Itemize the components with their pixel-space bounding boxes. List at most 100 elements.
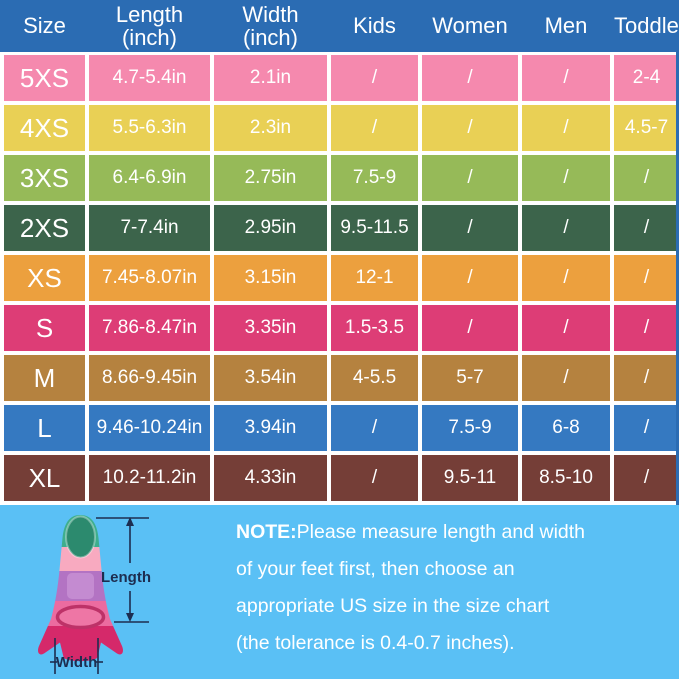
note-section: Length Width NOTE:Please measure length … bbox=[0, 505, 679, 679]
cell-width: 3.94in bbox=[214, 405, 327, 451]
cell-men: / bbox=[522, 355, 610, 401]
cell-size: M bbox=[4, 355, 85, 401]
cell-men: / bbox=[522, 255, 610, 301]
cell-size: 3XS bbox=[4, 155, 85, 201]
fin-band-crimson bbox=[38, 626, 123, 662]
table-row-5xs: 5XS 4.7-5.4in 2.1in / / / 2-4 bbox=[4, 55, 679, 101]
cell-women: 7.5-9 bbox=[422, 405, 518, 451]
fin-foot-opening-rim bbox=[65, 515, 96, 559]
cell-size: XL bbox=[4, 455, 85, 501]
table-row-xl: XL 10.2-11.2in 4.33in / 9.5-11 8.5-10 / bbox=[4, 455, 679, 501]
cell-toddlers: / bbox=[614, 455, 679, 501]
column-header-women: Women bbox=[432, 13, 508, 39]
column-header-size: Size bbox=[23, 13, 66, 39]
cell-men: / bbox=[522, 305, 610, 351]
cell-kids: 12-1 bbox=[331, 255, 418, 301]
table-row-s: S 7.86-8.47in 3.35in 1.5-3.5 / / / bbox=[4, 305, 679, 351]
cell-women: / bbox=[422, 305, 518, 351]
table-row-xs: XS 7.45-8.07in 3.15in 12-1 / / / bbox=[4, 255, 679, 301]
table-right-border bbox=[676, 52, 679, 505]
cell-toddlers: 4.5-7 bbox=[614, 105, 679, 151]
column-header-men: Men bbox=[544, 13, 588, 39]
swim-fin-illustration: Length Width bbox=[38, 515, 151, 674]
column-header-kids: Kids bbox=[353, 13, 396, 39]
table-row-3xs: 3XS 6.4-6.9in 2.75in 7.5-9 / / / bbox=[4, 155, 679, 201]
cell-size: 4XS bbox=[4, 105, 85, 151]
dimension-arrowheads bbox=[126, 517, 134, 622]
cell-length: 4.7-5.4in bbox=[89, 55, 210, 101]
note-text: NOTE:Please measure length and width of … bbox=[236, 514, 666, 662]
cell-toddlers: / bbox=[614, 355, 679, 401]
cell-women: 5-7 bbox=[422, 355, 518, 401]
cell-length: 8.66-9.45in bbox=[89, 355, 210, 401]
cell-women: / bbox=[422, 255, 518, 301]
table-row-2xs: 2XS 7-7.4in 2.95in 9.5-11.5 / / / bbox=[4, 205, 679, 251]
cell-women: / bbox=[422, 155, 518, 201]
cell-kids: / bbox=[331, 455, 418, 501]
cell-women: / bbox=[422, 55, 518, 101]
cell-size: S bbox=[4, 305, 85, 351]
cell-kids: / bbox=[331, 105, 418, 151]
note-line-3: appropriate US size in the size chart bbox=[236, 595, 550, 617]
cell-toddlers: / bbox=[614, 405, 679, 451]
cell-length: 7-7.4in bbox=[89, 205, 210, 251]
table-row-m: M 8.66-9.45in 3.54in 4-5.5 5-7 / / bbox=[4, 355, 679, 401]
cell-toddlers: / bbox=[614, 205, 679, 251]
cell-toddlers: 2-4 bbox=[614, 55, 679, 101]
cell-women: / bbox=[422, 205, 518, 251]
cell-toddlers: / bbox=[614, 155, 679, 201]
cell-width: 2.1in bbox=[214, 55, 327, 101]
fin-foot-strap bbox=[57, 606, 104, 628]
cell-length: 7.86-8.47in bbox=[89, 305, 210, 351]
length-dimension-line bbox=[50, 517, 149, 674]
cell-size: XS bbox=[4, 255, 85, 301]
fin-foot-opening bbox=[66, 516, 95, 558]
cell-men: / bbox=[522, 105, 610, 151]
cell-width: 3.35in bbox=[214, 305, 327, 351]
length-label: Length bbox=[101, 569, 151, 586]
table-header: Size Length (inch) Width (inch) Kids Women… bbox=[0, 0, 679, 52]
cell-men: 8.5-10 bbox=[522, 455, 610, 501]
cell-kids: / bbox=[331, 405, 418, 451]
cell-length: 6.4-6.9in bbox=[89, 155, 210, 201]
cell-men: / bbox=[522, 155, 610, 201]
cell-width: 3.54in bbox=[214, 355, 327, 401]
cell-width: 2.95in bbox=[214, 205, 327, 251]
cell-size: L bbox=[4, 405, 85, 451]
table-body: 5XS 4.7-5.4in 2.1in / / / 2-4 4XS 5.5-6.… bbox=[0, 55, 679, 501]
cell-width: 4.33in bbox=[214, 455, 327, 501]
note-line-4: (the tolerance is 0.4-0.7 inches). bbox=[236, 632, 515, 654]
cell-kids: 7.5-9 bbox=[331, 155, 418, 201]
cell-size: 5XS bbox=[4, 55, 85, 101]
column-header-width: Width (inch) bbox=[242, 1, 299, 50]
cell-length: 5.5-6.3in bbox=[89, 105, 210, 151]
table-row-l: L 9.46-10.24in 3.94in / 7.5-9 6-8 / bbox=[4, 405, 679, 451]
cell-toddlers: / bbox=[614, 255, 679, 301]
cell-kids: 1.5-3.5 bbox=[331, 305, 418, 351]
column-header-length: Length (inch) bbox=[115, 1, 184, 50]
column-header-toddlers: Toddlers bbox=[614, 13, 679, 39]
cell-kids: 4-5.5 bbox=[331, 355, 418, 401]
cell-men: / bbox=[522, 205, 610, 251]
cell-kids: / bbox=[331, 55, 418, 101]
cell-men: 6-8 bbox=[522, 405, 610, 451]
width-label: Width bbox=[56, 654, 98, 671]
cell-kids: 9.5-11.5 bbox=[331, 205, 418, 251]
cell-width: 2.3in bbox=[214, 105, 327, 151]
cell-width: 3.15in bbox=[214, 255, 327, 301]
cell-length: 10.2-11.2in bbox=[89, 455, 210, 501]
cell-width: 2.75in bbox=[214, 155, 327, 201]
cell-size: 2XS bbox=[4, 205, 85, 251]
cell-women: 9.5-11 bbox=[422, 455, 518, 501]
cell-men: / bbox=[522, 55, 610, 101]
cell-women: / bbox=[422, 105, 518, 151]
cell-length: 7.45-8.07in bbox=[89, 255, 210, 301]
note-line-2: of your feet first, then choose an bbox=[236, 558, 515, 580]
fin-foot-strap-outline bbox=[55, 604, 106, 630]
note-line-1: NOTE:Please measure length and width bbox=[236, 521, 586, 543]
note-bold-prefix: NOTE: bbox=[236, 521, 297, 543]
table-row-4xs: 4XS 5.5-6.3in 2.3in / / / 4.5-7 bbox=[4, 105, 679, 151]
fin-band-purple-light bbox=[67, 573, 94, 599]
cell-length: 9.46-10.24in bbox=[89, 405, 210, 451]
